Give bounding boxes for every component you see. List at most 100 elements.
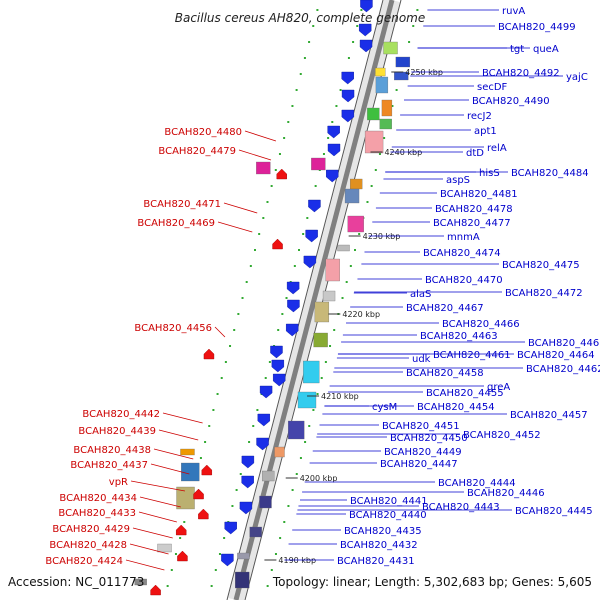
gene-arrow-forward bbox=[287, 299, 300, 313]
gene-label[interactable]: ruvA bbox=[502, 6, 525, 17]
gene-arrow-reverse bbox=[175, 524, 187, 536]
accession-text: Accession: NC_011773 bbox=[8, 575, 144, 589]
gene-label[interactable]: BCAH820_4484 bbox=[511, 168, 589, 179]
track-dot bbox=[299, 73, 302, 75]
gene-label[interactable]: BCAH820_4478 bbox=[435, 204, 513, 215]
gene-label[interactable]: udk bbox=[412, 354, 431, 365]
gene-label[interactable]: BCAH820_4462 bbox=[526, 364, 600, 375]
gene-label[interactable]: dtD bbox=[466, 148, 484, 159]
gene-label[interactable]: BCAH820_4479 bbox=[158, 146, 236, 157]
gene-label[interactable]: BCAH820_4441 bbox=[350, 496, 428, 507]
gene-label[interactable]: BCAH820_4480 bbox=[164, 127, 242, 138]
gene-label[interactable]: BCAH820_4438 bbox=[73, 445, 151, 456]
gene-label[interactable]: BCAH820_4452 bbox=[463, 430, 541, 441]
gene-label[interactable]: BCAH820_4461 bbox=[433, 350, 511, 361]
label-connector bbox=[223, 202, 258, 214]
gene-label[interactable]: BCAH820_4454 bbox=[417, 402, 495, 413]
gene-label[interactable]: BCAH820_4431 bbox=[337, 556, 415, 567]
gene-label[interactable]: BCAH820_4457 bbox=[510, 410, 588, 421]
gene-label[interactable]: BCAH820_4449 bbox=[384, 447, 462, 458]
gene-label[interactable]: alaS bbox=[410, 289, 431, 300]
gene-label[interactable]: BCAH820_4477 bbox=[433, 218, 511, 229]
gene-arrow-forward bbox=[359, 39, 373, 53]
gene-label[interactable]: cysM bbox=[372, 402, 397, 413]
gene-label[interactable]: yajC bbox=[566, 72, 588, 83]
tick-label: 4220 kbp bbox=[342, 310, 380, 319]
track-dot bbox=[266, 585, 269, 587]
gene-label[interactable]: BCAH820_4455 bbox=[426, 388, 504, 399]
label-connectors bbox=[125, 9, 563, 571]
gene-label[interactable]: BCAH820_4432 bbox=[340, 540, 418, 551]
gene-block bbox=[262, 470, 275, 482]
gene-label[interactable]: BCAH820_4456 bbox=[134, 323, 212, 334]
gene-arrow-forward bbox=[341, 71, 354, 85]
gene-label[interactable]: BCAH820_4472 bbox=[505, 288, 583, 299]
label-connector bbox=[129, 543, 169, 555]
gene-label[interactable]: BCAH820_4439 bbox=[78, 426, 156, 437]
gene-label[interactable]: BCAH820_4465 bbox=[528, 338, 600, 349]
gene-label[interactable]: BCAH820_4447 bbox=[380, 459, 458, 470]
gene-label[interactable]: BCAH820_4475 bbox=[502, 260, 580, 271]
map-title: Bacillus cereus AH820, complete genome bbox=[175, 11, 425, 25]
gene-block bbox=[325, 258, 340, 282]
gene-arrow-forward bbox=[308, 199, 321, 213]
track-dot bbox=[339, 89, 342, 91]
track-dot bbox=[258, 233, 261, 235]
gene-label[interactable]: BCAH820_4434 bbox=[59, 493, 137, 504]
gene-label[interactable]: apt1 bbox=[474, 126, 497, 137]
gene-label[interactable]: BCAH820_4444 bbox=[438, 478, 516, 489]
gene-label[interactable]: vpR bbox=[109, 477, 128, 488]
gene-label[interactable]: greA bbox=[487, 382, 510, 393]
gene-label[interactable]: BCAH820_4437 bbox=[70, 460, 148, 471]
gene-label[interactable]: BCAH820_4474 bbox=[423, 248, 501, 259]
gene-label[interactable]: BCAH820_4490 bbox=[472, 96, 550, 107]
gene-label[interactable]: BCAH820_4481 bbox=[440, 189, 518, 200]
gene-arrow-reverse bbox=[193, 488, 204, 500]
gene-label[interactable]: BCAH820_4429 bbox=[52, 524, 130, 535]
gene-label[interactable]: queA bbox=[533, 44, 559, 55]
gene-label[interactable]: BCAH820_4451 bbox=[382, 421, 460, 432]
gene-label[interactable]: BCAH820_4440 bbox=[349, 510, 427, 521]
gene-label[interactable]: BCAH820_4469 bbox=[137, 218, 215, 229]
gene-label[interactable]: BCAH820_4464 bbox=[517, 350, 595, 361]
gene-label[interactable]: BCAH820_4463 bbox=[420, 331, 498, 342]
gene-block bbox=[249, 526, 262, 538]
gene-label[interactable]: BCAH820_4492 bbox=[482, 68, 560, 79]
reverse-gene-labels: BCAH820_4480 BCAH820_4479 BCAH820_4471 BCAH… bbox=[45, 127, 242, 567]
gene-label[interactable]: recJ2 bbox=[467, 111, 492, 122]
track-dot bbox=[295, 473, 298, 475]
gene-label[interactable]: BCAH820_4424 bbox=[45, 556, 123, 567]
track-dot bbox=[366, 201, 369, 203]
gene-label[interactable]: BCAH820_4499 bbox=[498, 22, 576, 33]
track-dot bbox=[285, 297, 288, 299]
track-dot bbox=[360, 9, 363, 11]
gene-label[interactable]: BCAH820_4445 bbox=[515, 506, 593, 517]
gene-label[interactable]: BCAH820_4433 bbox=[58, 508, 136, 519]
gene-label[interactable]: hisS bbox=[479, 168, 500, 179]
track-dot bbox=[218, 553, 221, 555]
gene-label[interactable]: BCAH820_4443 bbox=[422, 502, 500, 513]
gene-label[interactable]: BCAH820_4458 bbox=[406, 368, 484, 379]
gene-label[interactable]: BCAH820_4467 bbox=[406, 303, 484, 314]
track-dot bbox=[241, 297, 244, 299]
gene-label[interactable]: BCAH820_4471 bbox=[143, 199, 221, 210]
track-dot bbox=[312, 409, 315, 411]
track-dot bbox=[229, 345, 232, 347]
gene-label[interactable]: BCAH820_4442 bbox=[82, 409, 160, 420]
track-dot bbox=[179, 537, 182, 539]
gene-label[interactable]: aspS bbox=[446, 175, 470, 186]
gene-label[interactable]: tgt bbox=[510, 44, 524, 55]
track-dot bbox=[293, 265, 296, 267]
gene-label[interactable]: BCAH820_4428 bbox=[49, 540, 127, 551]
gene-label[interactable]: secDF bbox=[477, 82, 508, 93]
gene-label[interactable]: mnmA bbox=[447, 232, 480, 243]
gene-label[interactable]: BCAH820_4435 bbox=[344, 526, 422, 537]
gene-label[interactable]: relA bbox=[487, 143, 507, 154]
gene-label[interactable]: BCAH820_4466 bbox=[442, 319, 520, 330]
track-dot bbox=[264, 377, 267, 379]
gene-label[interactable]: BCAH820_4450 bbox=[390, 433, 468, 444]
gene-label[interactable]: BCAH820_4446 bbox=[467, 488, 545, 499]
label-connector bbox=[158, 429, 199, 441]
gene-label[interactable]: BCAH820_4470 bbox=[425, 275, 503, 286]
